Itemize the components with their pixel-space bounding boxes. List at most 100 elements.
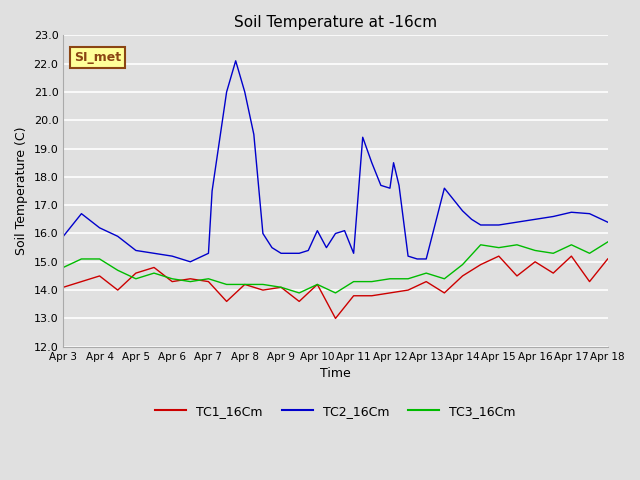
TC2_16Cm bbox=[323, 245, 330, 251]
TC3_16Cm bbox=[332, 290, 339, 296]
TC1_16Cm bbox=[459, 273, 467, 279]
TC3_16Cm bbox=[440, 276, 448, 282]
TC2_16Cm bbox=[314, 228, 321, 234]
TC2_16Cm bbox=[259, 230, 267, 236]
TC3_16Cm bbox=[404, 276, 412, 282]
TC3_16Cm bbox=[513, 242, 521, 248]
TC2_16Cm bbox=[60, 233, 67, 239]
TC3_16Cm bbox=[422, 270, 430, 276]
Line: TC1_16Cm: TC1_16Cm bbox=[63, 256, 608, 318]
TC2_16Cm bbox=[368, 160, 376, 166]
TC3_16Cm bbox=[568, 242, 575, 248]
TC2_16Cm bbox=[205, 251, 212, 256]
TC3_16Cm bbox=[186, 279, 194, 285]
TC1_16Cm bbox=[132, 270, 140, 276]
TC1_16Cm bbox=[513, 273, 521, 279]
TC2_16Cm bbox=[495, 222, 502, 228]
TC1_16Cm bbox=[277, 284, 285, 290]
TC3_16Cm bbox=[531, 248, 539, 253]
TC3_16Cm bbox=[241, 282, 248, 288]
TC1_16Cm bbox=[186, 276, 194, 282]
TC2_16Cm bbox=[132, 248, 140, 253]
TC2_16Cm bbox=[422, 256, 430, 262]
TC2_16Cm bbox=[568, 209, 575, 215]
TC1_16Cm bbox=[586, 279, 593, 285]
TC2_16Cm bbox=[268, 245, 276, 251]
X-axis label: Time: Time bbox=[320, 367, 351, 380]
TC3_16Cm bbox=[150, 270, 158, 276]
TC1_16Cm bbox=[314, 282, 321, 288]
TC1_16Cm bbox=[531, 259, 539, 264]
TC2_16Cm bbox=[295, 251, 303, 256]
TC2_16Cm bbox=[232, 58, 239, 64]
TC3_16Cm bbox=[368, 279, 376, 285]
TC2_16Cm bbox=[223, 89, 230, 95]
TC2_16Cm bbox=[186, 259, 194, 264]
TC3_16Cm bbox=[586, 251, 593, 256]
TC2_16Cm bbox=[377, 182, 385, 188]
TC2_16Cm bbox=[386, 185, 394, 191]
Line: TC2_16Cm: TC2_16Cm bbox=[63, 61, 608, 262]
TC3_16Cm bbox=[168, 276, 176, 282]
TC2_16Cm bbox=[77, 211, 85, 216]
TC3_16Cm bbox=[314, 282, 321, 288]
TC1_16Cm bbox=[332, 315, 339, 321]
TC3_16Cm bbox=[277, 284, 285, 290]
Legend: TC1_16Cm, TC2_16Cm, TC3_16Cm: TC1_16Cm, TC2_16Cm, TC3_16Cm bbox=[150, 400, 521, 423]
TC1_16Cm bbox=[96, 273, 104, 279]
TC1_16Cm bbox=[549, 270, 557, 276]
TC3_16Cm bbox=[295, 290, 303, 296]
TC3_16Cm bbox=[114, 267, 122, 273]
TC2_16Cm bbox=[477, 222, 484, 228]
TC2_16Cm bbox=[531, 216, 539, 222]
TC2_16Cm bbox=[404, 253, 412, 259]
TC1_16Cm bbox=[295, 299, 303, 304]
TC2_16Cm bbox=[305, 248, 312, 253]
TC1_16Cm bbox=[404, 287, 412, 293]
TC1_16Cm bbox=[241, 282, 248, 288]
TC3_16Cm bbox=[60, 264, 67, 270]
TC2_16Cm bbox=[96, 225, 104, 231]
TC3_16Cm bbox=[477, 242, 484, 248]
TC2_16Cm bbox=[604, 219, 612, 225]
TC1_16Cm bbox=[440, 290, 448, 296]
TC1_16Cm bbox=[350, 293, 358, 299]
TC3_16Cm bbox=[259, 282, 267, 288]
TC1_16Cm bbox=[568, 253, 575, 259]
TC2_16Cm bbox=[150, 251, 158, 256]
TC2_16Cm bbox=[250, 132, 258, 137]
TC2_16Cm bbox=[413, 256, 421, 262]
TC3_16Cm bbox=[459, 262, 467, 267]
TC1_16Cm bbox=[223, 299, 230, 304]
Line: TC3_16Cm: TC3_16Cm bbox=[63, 242, 608, 293]
TC2_16Cm bbox=[114, 233, 122, 239]
TC1_16Cm bbox=[477, 262, 484, 267]
TC2_16Cm bbox=[395, 182, 403, 188]
TC2_16Cm bbox=[359, 134, 367, 140]
TC2_16Cm bbox=[168, 253, 176, 259]
TC2_16Cm bbox=[586, 211, 593, 216]
TC1_16Cm bbox=[259, 287, 267, 293]
TC3_16Cm bbox=[604, 239, 612, 245]
TC2_16Cm bbox=[549, 214, 557, 219]
TC1_16Cm bbox=[495, 253, 502, 259]
TC2_16Cm bbox=[390, 160, 397, 166]
TC1_16Cm bbox=[604, 256, 612, 262]
TC1_16Cm bbox=[114, 287, 122, 293]
TC3_16Cm bbox=[386, 276, 394, 282]
TC3_16Cm bbox=[495, 245, 502, 251]
TC2_16Cm bbox=[286, 251, 294, 256]
Y-axis label: Soil Temperature (C): Soil Temperature (C) bbox=[15, 127, 28, 255]
TC3_16Cm bbox=[96, 256, 104, 262]
TC1_16Cm bbox=[205, 279, 212, 285]
TC2_16Cm bbox=[513, 219, 521, 225]
TC2_16Cm bbox=[459, 208, 467, 214]
TC2_16Cm bbox=[468, 216, 476, 222]
TC1_16Cm bbox=[77, 279, 85, 285]
TC2_16Cm bbox=[208, 188, 216, 194]
TC3_16Cm bbox=[132, 276, 140, 282]
TC3_16Cm bbox=[350, 279, 358, 285]
TC2_16Cm bbox=[241, 89, 248, 95]
TC3_16Cm bbox=[77, 256, 85, 262]
TC1_16Cm bbox=[386, 290, 394, 296]
